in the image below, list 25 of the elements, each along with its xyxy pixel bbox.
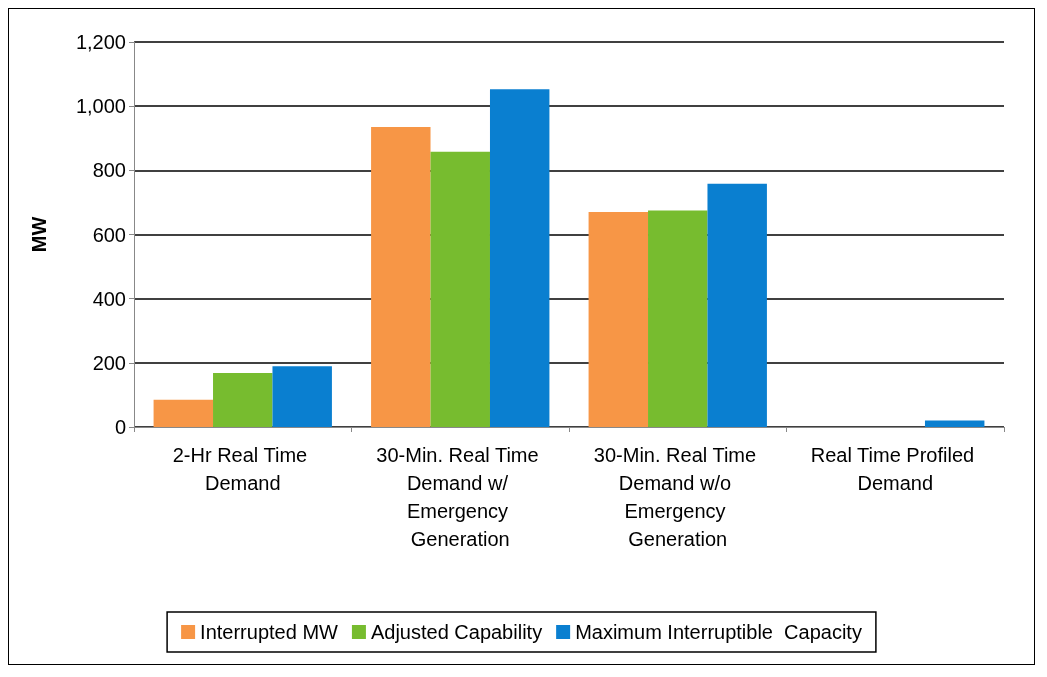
bar	[371, 127, 431, 427]
bar	[272, 366, 332, 427]
bar	[588, 212, 649, 427]
legend-label: Maximum Interruptible Capacity	[575, 621, 862, 643]
bar	[707, 183, 767, 427]
bar	[648, 210, 708, 427]
bar	[153, 399, 214, 427]
y-tick-label: 400	[92, 287, 126, 310]
bar	[924, 420, 985, 427]
bar	[213, 373, 273, 427]
legend-label: Interrupted MW	[200, 621, 339, 643]
x-tick-label: 2-Hr Real Time Demand	[172, 444, 313, 494]
y-axis-title: MW	[28, 216, 50, 253]
x-tick-label: 30-Min. Real Time Demand w/o Emergency Generation	[593, 444, 762, 550]
y-tick-label: 1,200	[75, 31, 126, 53]
x-tick-label: Real Time Profiled Demand	[810, 444, 980, 494]
y-tick-label: 800	[92, 159, 126, 182]
y-tick-label: 200	[92, 351, 126, 374]
legend-label: Adjusted Capability	[370, 621, 543, 643]
y-tick-label: 600	[92, 223, 126, 246]
bar	[430, 151, 490, 427]
bar	[489, 89, 550, 427]
y-tick-label: 0	[114, 416, 126, 438]
y-tick-label: 1,000	[75, 95, 126, 118]
x-tick-label: 30-Min. Real Time Demand w/ Emergency Generation	[376, 444, 545, 550]
